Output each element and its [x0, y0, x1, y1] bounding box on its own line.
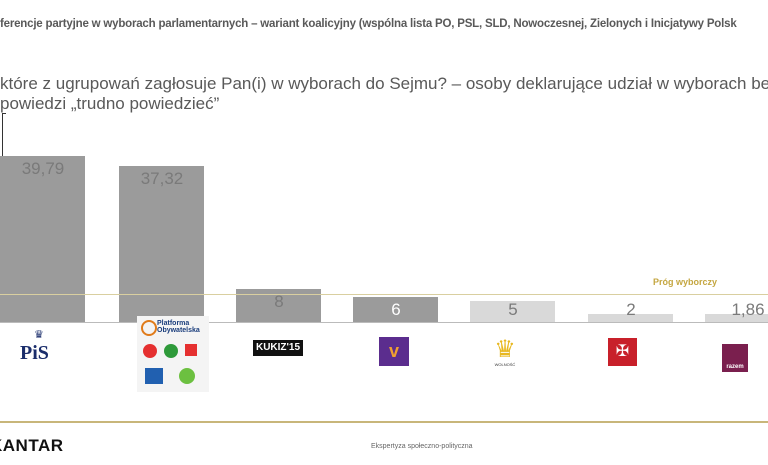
razem-logo: razem	[722, 344, 748, 372]
question-line-1: które z ugrupowań zagłosuje Pan(i) w wyb…	[0, 74, 768, 93]
pis-logo: ♛ PiS	[20, 329, 49, 364]
bar-3	[353, 296, 438, 322]
y-tick	[2, 113, 6, 114]
ruch-narodowy-logo: ✠	[608, 338, 637, 366]
data-label: 6	[391, 299, 401, 319]
kantar-logo: KANTAR	[0, 436, 64, 455]
footer-divider	[0, 421, 768, 423]
crown-icon: ♛	[494, 336, 516, 363]
bar-5	[588, 313, 673, 322]
data-label: 2	[626, 300, 636, 319]
data-label: 37,32	[140, 169, 184, 189]
koalicja-logo: Platforma Obywatelska	[137, 316, 209, 392]
wolnosc-logo: ♛ WOLNOŚĆ	[488, 338, 522, 368]
data-label: 5	[508, 300, 518, 319]
data-label: 39,79	[21, 159, 65, 178]
question-line-2: powiedzi „trudno powiedzieć”	[0, 94, 220, 113]
bar-0	[0, 156, 85, 322]
data-label: 8	[274, 291, 284, 311]
bar-4	[470, 301, 555, 322]
wiosna-logo: v	[379, 337, 409, 366]
footer-tagline: Ekspertyza społeczno-polityczna	[371, 443, 473, 450]
threshold-line	[0, 294, 768, 295]
threshold-label: Próg wyborczy	[653, 277, 718, 287]
slide-header: ferencje partyjne w wyborach parlamentar…	[0, 18, 737, 30]
bar-1	[119, 166, 204, 322]
baseline	[0, 322, 768, 323]
crown-icon: ♛	[34, 329, 44, 341]
question: które z ugrupowań zagłosuje Pan(i) w wyb…	[0, 74, 768, 114]
kukiz-logo: KUKIZ'15	[253, 340, 303, 356]
bar-6	[705, 314, 768, 322]
data-label: 1,86	[731, 300, 765, 319]
